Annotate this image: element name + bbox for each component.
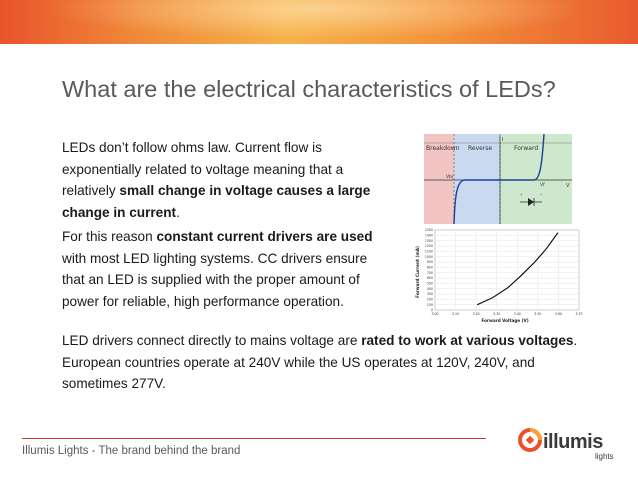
chart-x-axis-label: Forward Voltage (V) [481,318,528,323]
text-run: with most LED lighting systems. CC drive… [62,250,368,309]
voltage-axis-label: V [566,183,570,189]
slide-title: What are the electrical characteristics … [62,76,556,102]
x-tick-label: 3.50 [534,312,541,316]
breakdown-label: Breakdown [426,145,460,152]
reverse-region [454,134,500,224]
forward-label: Forward [514,145,538,152]
current-axis-label: I [502,137,503,143]
y-tick-label: 800 [427,266,433,270]
iv-characteristic-diagram: Breakdown Reverse Forward I V Vbr Vf + − [424,134,572,224]
x-tick-label: 3.00 [431,312,438,316]
x-tick-label: 3.40 [514,312,521,316]
diode-symbol-icon: + − [520,192,543,206]
y-tick-label: 1000 [425,255,433,259]
forward-current-curve [476,232,559,306]
bold-emphasis: small change in voltage causes a large c… [62,183,371,220]
logo-wordmark: illumis [543,431,603,453]
bold-emphasis: rated to work at various voltages [361,333,574,348]
paragraph-constant-current: For this reason constant current drivers… [62,226,392,312]
illumis-logo: illumis lights [518,428,614,461]
reverse-label: Reverse [468,145,492,152]
vf-marker: Vf [540,182,545,188]
y-tick-label: 100 [427,303,433,307]
header-gradient-band [0,0,638,44]
bold-emphasis: constant current drivers are used [156,229,373,244]
x-tick-label: 3.30 [493,312,500,316]
x-tick-label: 3.60 [555,312,562,316]
y-tick-label: 200 [427,298,433,302]
y-tick-label: 1100 [425,250,433,254]
footer-tagline: Illumis Lights - The brand behind the br… [22,445,241,457]
x-tick-label: 3.20 [473,312,480,316]
y-tick-label: 0 [431,308,433,312]
iv-curve [453,134,545,224]
breakdown-region [424,134,454,224]
text-run: . European countries operate at 240V whi… [62,333,578,391]
logo-subtext: lights [595,452,614,461]
text-run: For this reason [62,229,157,244]
logo-mark-icon [518,428,542,452]
paragraph-mains-voltage: LED drivers connect directly to mains vo… [62,330,582,395]
y-tick-label: 700 [427,271,433,275]
vbr-marker: Vbr [446,174,454,180]
svg-text:+: + [520,192,523,197]
x-tick-label: 3.75 [575,312,582,316]
chart-y-axis-label: Forward Current (mA) [415,246,420,298]
y-tick-label: 300 [427,292,433,296]
x-tick-label: 3.10 [452,312,459,316]
y-tick-label: 1200 [425,244,433,248]
text-run: LEDs don’t follow ohms law. Current flow… [62,140,344,198]
y-tick-label: 900 [427,260,433,264]
y-tick-label: 1500 [425,228,433,232]
y-tick-label: 1400 [425,234,433,238]
y-tick-label: 600 [427,276,433,280]
y-tick-label: 1300 [425,239,433,243]
y-tick-label: 400 [427,287,433,291]
text-run: LED drivers connect directly to mains vo… [62,333,362,348]
paragraph-ohms-law: LEDs don’t follow ohms law. Current flow… [62,137,392,223]
svg-text:−: − [540,192,543,197]
footer-divider [22,438,486,439]
y-tick-label: 500 [427,282,433,286]
text-run: . [176,204,180,220]
